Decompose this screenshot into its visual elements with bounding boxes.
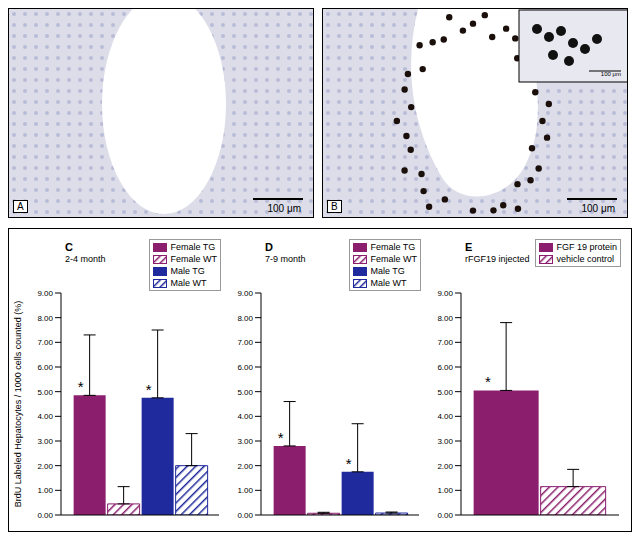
html-text:A: A [17,201,24,212]
svg-text:2.00: 2.00 [237,462,253,471]
svg-text:3.00: 3.00 [437,437,453,446]
svg-text:2.00: 2.00 [37,462,53,471]
html-text:2-4 month: 2-4 month [65,254,106,264]
html-text:E: E [465,241,473,253]
html-text:Male TG: Male TG [370,266,405,276]
html-text:Female WT: Female WT [170,254,217,264]
svg-text:9.00: 9.00 [237,289,253,298]
svg-text:7.00: 7.00 [437,338,453,347]
svg-text:8.00: 8.00 [437,314,453,323]
svg-text:3.00: 3.00 [237,437,253,446]
svg-text:5.00: 5.00 [37,388,53,397]
svg-text:4.00: 4.00 [37,412,53,421]
svg-text:*: * [346,455,352,472]
svg-text:1.00: 1.00 [237,486,253,495]
html-text:7-9 month: 7-9 month [265,254,306,264]
svg-text:6.00: 6.00 [437,363,453,372]
svg-text:*: * [78,378,84,395]
svg-text:5.00: 5.00 [437,388,453,397]
html-text:Male WT: Male WT [170,278,207,288]
html-text:Female TG: Female TG [370,242,416,252]
svg-text:9.00: 9.00 [37,289,53,298]
svg-text:4.00: 4.00 [437,412,453,421]
svg-text:0.00: 0.00 [237,511,253,520]
svg-text:*: * [278,429,284,446]
html-text:rFGF19 injected: rFGF19 injected [465,254,530,264]
svg-text:9.00: 9.00 [437,289,453,298]
svg-text:0.00: 0.00 [37,511,53,520]
html-text:100 μm: 100 μm [267,203,301,214]
html-text:vehicle control: vehicle control [556,254,614,264]
svg-text:0.00: 0.00 [437,511,453,520]
svg-text:1.00: 1.00 [437,486,453,495]
svg-text:8.00: 8.00 [37,314,53,323]
svg-text:BrdU Labeled Hepatocytes / 100: BrdU Labeled Hepatocytes / 1000 cells co… [13,301,23,508]
svg-text:7.00: 7.00 [237,338,253,347]
html-text:D: D [265,241,273,253]
svg-text:3.00: 3.00 [37,437,53,446]
svg-text:*: * [146,381,152,398]
html-text:Female WT: Female WT [370,254,417,264]
svg-text:*: * [485,373,491,390]
svg-text:6.00: 6.00 [37,363,53,372]
svg-text:6.00: 6.00 [237,363,253,372]
html-text:C: C [65,241,73,253]
html-text:B: B [331,201,338,212]
html-text:100 μm: 100 μm [581,203,615,214]
svg-text:1.00: 1.00 [37,486,53,495]
svg-text:5.00: 5.00 [237,388,253,397]
html-text:FGF 19 protein: FGF 19 protein [556,242,617,252]
svg-text:8.00: 8.00 [237,314,253,323]
html-text:100 μm: 100 μm [600,71,621,77]
html-text:Female TG: Female TG [170,242,216,252]
svg-text:7.00: 7.00 [37,338,53,347]
html-text:Male TG: Male TG [170,266,205,276]
svg-text:4.00: 4.00 [237,412,253,421]
svg-text:2.00: 2.00 [437,462,453,471]
html-text:Male WT: Male WT [370,278,407,288]
